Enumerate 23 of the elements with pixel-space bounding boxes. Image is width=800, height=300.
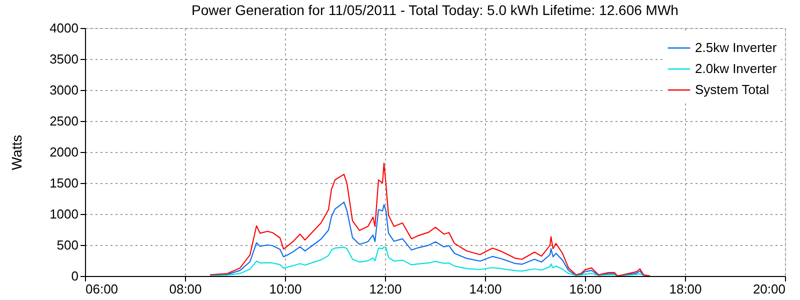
y-tick-label: 4000: [50, 20, 78, 36]
legend-label: System Total: [695, 82, 770, 97]
x-tick-label: 08:00: [169, 282, 202, 296]
chart-title: Power Generation for 11/05/2011 - Total Today: 5.0 kWh Lifetime: 12.606 MWh: [192, 2, 678, 18]
y-tick-label: 3500: [50, 52, 78, 66]
y-tick-label: 1000: [50, 206, 78, 222]
legend-label: 2.0kw Inverter: [695, 61, 778, 76]
x-tick-label: 18:00: [669, 282, 702, 296]
y-tick-label: 3000: [50, 82, 78, 98]
x-tick-label: 12:00: [369, 282, 402, 296]
x-tick-label: 06:00: [86, 282, 118, 296]
y-tick-label: 500: [56, 238, 78, 252]
y-tick-label: 0: [71, 268, 78, 284]
line-series: [209, 162, 651, 276]
x-tick-label: 14:00: [469, 282, 502, 296]
x-tick-label: 16:00: [569, 282, 602, 296]
y-tick-label: 2000: [50, 144, 78, 160]
x-tick-label: 20:00: [752, 282, 786, 296]
y-tick-label: 1500: [50, 176, 78, 190]
y-tick-label: 2500: [50, 114, 78, 128]
legend-label: 2.5kw Inverter: [695, 40, 778, 55]
x-tick-label: 10:00: [269, 282, 302, 296]
y-axis-title: Watts: [8, 134, 25, 170]
